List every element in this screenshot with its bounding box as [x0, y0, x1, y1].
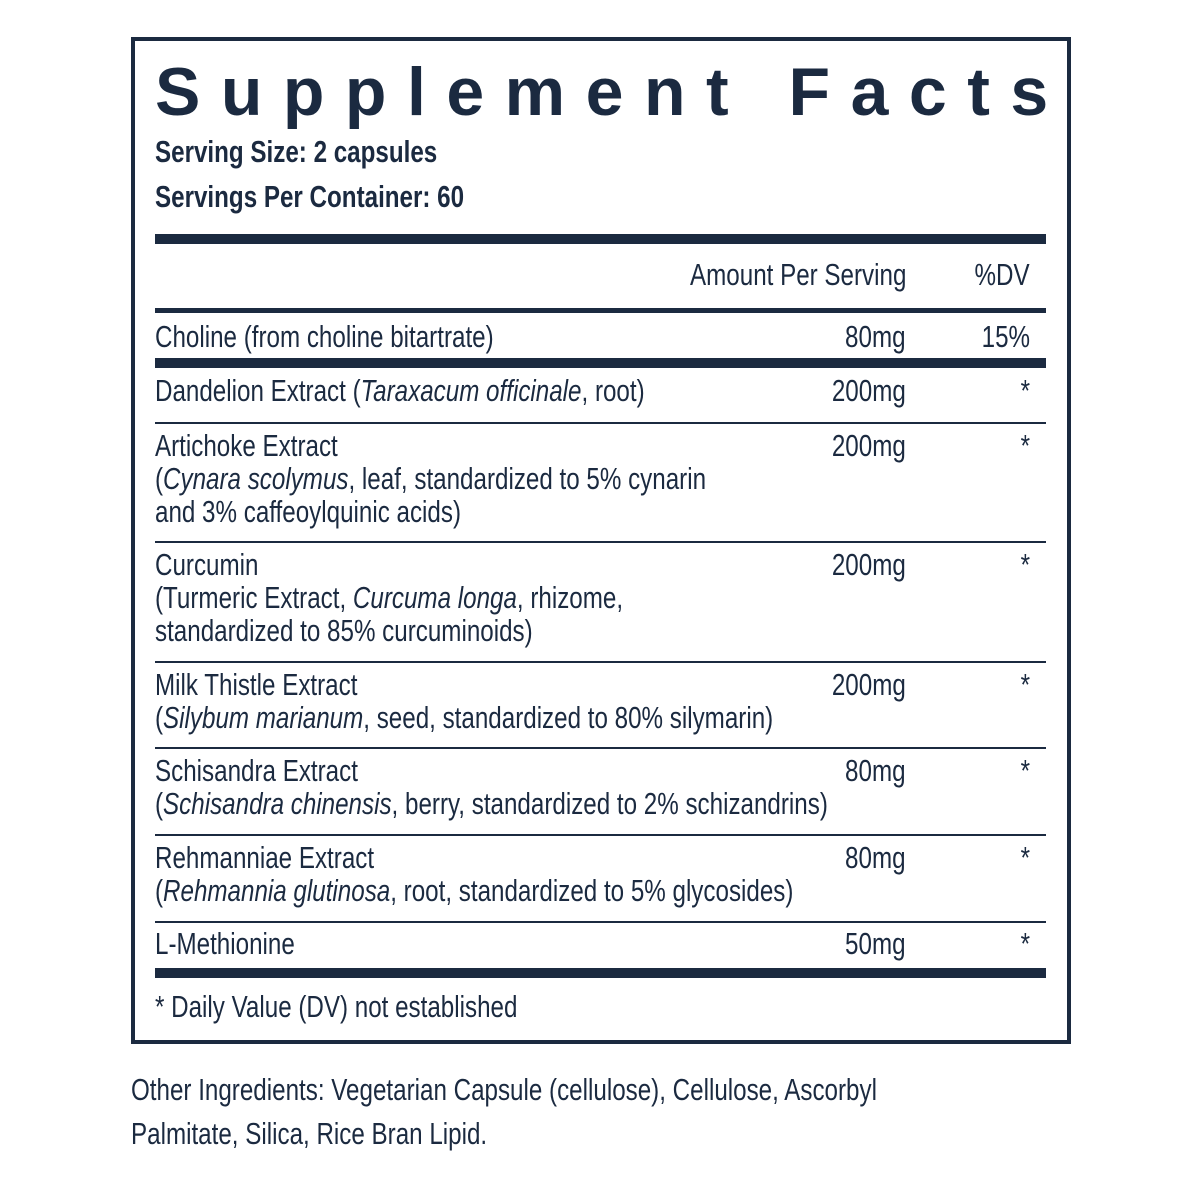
- ingredient-text: standardized to 85% curcuminoids): [155, 613, 533, 648]
- ingredient-line: (Schisandra chinensis, berry, standardiz…: [155, 787, 828, 821]
- ingredient-text: Schisandra chinensis: [163, 786, 392, 821]
- row-rule: [155, 921, 1046, 923]
- ingredient-text: Dandelion Extract (: [155, 373, 361, 408]
- ingredient-line: (Turmeric Extract, Curcuma longa, rhizom…: [155, 581, 623, 615]
- daily-value: *: [1020, 926, 1030, 961]
- other-ingredients: Other Ingredients: Vegetarian Capsule (c…: [131, 1072, 877, 1107]
- amount: 200mg: [832, 667, 906, 702]
- ingredient-line: Rehmanniae Extract: [155, 841, 374, 875]
- ingredient-line: (Rehmannia glutinosa, root, standardized…: [155, 874, 793, 908]
- ingredient-text: , rhizome,: [516, 580, 624, 615]
- serving-size: Serving Size: 2 capsules: [155, 134, 438, 169]
- facts-box: [131, 37, 1071, 1044]
- ingredient-line: Dandelion Extract (Taraxacum officinale,…: [155, 374, 645, 408]
- amount-header: Amount Per Serving: [689, 257, 906, 292]
- servings-per-container: Servings Per Container: 60: [155, 179, 465, 214]
- ingredient-line: Artichoke Extract: [155, 429, 338, 463]
- ingredient-text: Curcumin: [155, 547, 259, 582]
- row-rule: [155, 358, 1046, 368]
- daily-value: *: [1020, 753, 1030, 788]
- dv-header: %DV: [974, 257, 1030, 292]
- ingredient-line: (Silybum marianum, seed, standardized to…: [155, 701, 773, 735]
- ingredient-text: , root, standardized to 5% glycosides): [390, 873, 794, 908]
- amount: 200mg: [832, 428, 906, 463]
- thick-rule: [155, 234, 1046, 244]
- daily-value: *: [1020, 373, 1030, 408]
- ingredient-text: (: [155, 461, 164, 496]
- row-rule: [155, 541, 1046, 543]
- ingredient-text: Milk Thistle Extract: [155, 667, 358, 702]
- ingredient-text: Taraxacum officinale: [360, 373, 582, 408]
- daily-value: *: [1020, 667, 1030, 702]
- ingredient-text: L-Methionine: [155, 926, 295, 961]
- ingredient-text: (: [155, 700, 164, 735]
- ingredient-text: (Turmeric Extract,: [155, 580, 353, 615]
- amount: 200mg: [832, 547, 906, 582]
- ingredient-text: Cynara scolymus: [163, 461, 349, 496]
- ingredient-text: , berry, standardized to 2% schizandrins…: [391, 786, 828, 821]
- amount: 80mg: [845, 753, 906, 788]
- row-rule: [155, 661, 1046, 663]
- ingredient-text: (: [155, 786, 164, 821]
- amount: 80mg: [845, 840, 906, 875]
- ingredient-text: , leaf, standardized to 5% cynarin: [348, 461, 707, 496]
- ingredient-text: Artichoke Extract: [155, 428, 338, 463]
- medium-rule: [155, 308, 1046, 313]
- ingredient-line: and 3% caffeoylquinic acids): [155, 495, 461, 529]
- daily-value: 15%: [981, 319, 1030, 354]
- other-ingredients: Palmitate, Silica, Rice Bran Lipid.: [131, 1116, 488, 1151]
- ingredient-text: Rehmannia glutinosa: [163, 873, 391, 908]
- ingredient-line: Schisandra Extract: [155, 754, 358, 788]
- amount: 50mg: [845, 926, 906, 961]
- daily-value: *: [1020, 428, 1030, 463]
- daily-value: *: [1020, 547, 1030, 582]
- ingredient-line: Curcumin: [155, 548, 258, 582]
- ingredient-line: standardized to 85% curcuminoids): [155, 614, 533, 648]
- ingredient-text: (: [155, 873, 164, 908]
- ingredient-text: and 3% caffeoylquinic acids): [155, 494, 462, 529]
- ingredient-line: (Cynara scolymus, leaf, standardized to …: [155, 462, 706, 496]
- ingredient-text: Schisandra Extract: [155, 753, 358, 788]
- row-rule: [155, 834, 1046, 836]
- footnote: * Daily Value (DV) not established: [155, 989, 518, 1024]
- ingredient-line: Choline (from choline bitartrate): [155, 320, 494, 354]
- thick-rule: [155, 968, 1046, 978]
- row-rule: [155, 422, 1046, 424]
- ingredient-line: Milk Thistle Extract: [155, 668, 357, 702]
- ingredient-text: Silybum marianum: [163, 700, 364, 735]
- amount: 80mg: [845, 319, 906, 354]
- ingredient-text: Rehmanniae Extract: [155, 840, 375, 875]
- amount: 200mg: [832, 373, 906, 408]
- ingredient-text: Curcuma longa: [352, 580, 517, 615]
- ingredient-text: , root): [581, 373, 645, 408]
- title: Supplement Facts: [155, 54, 1069, 130]
- ingredient-text: Choline (from choline bitartrate): [155, 319, 494, 354]
- ingredient-line: L-Methionine: [155, 927, 295, 961]
- ingredient-text: , seed, standardized to 80% silymarin): [363, 700, 774, 735]
- daily-value: *: [1020, 840, 1030, 875]
- row-rule: [155, 747, 1046, 749]
